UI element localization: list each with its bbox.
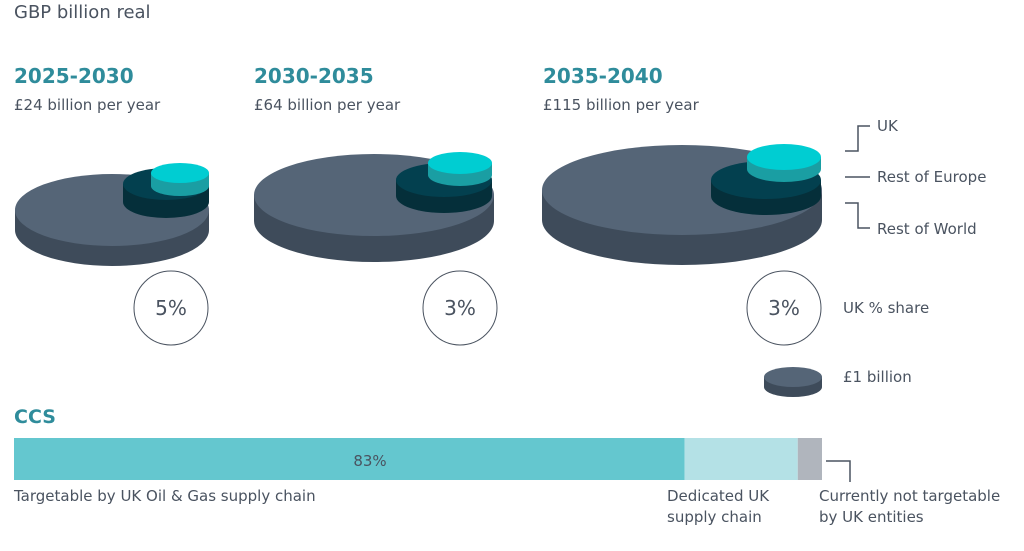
period-amount-3: £115 billion per year — [543, 96, 699, 114]
uk-cylinder-1-top — [151, 163, 209, 183]
ccs-segment-1 — [14, 438, 685, 480]
uk-share-3: 3% — [768, 296, 800, 320]
period-amount-2: £64 billion per year — [254, 96, 401, 114]
period-amount-1: £24 billion per year — [14, 96, 161, 114]
ccs-segment-3 — [797, 438, 822, 480]
legend-coin: £1 billion — [843, 368, 912, 386]
ccs-segment-2 — [684, 438, 798, 480]
unit-label: GBP billion real — [14, 2, 151, 23]
uk-share-1: 5% — [155, 296, 187, 320]
uk-share-circle-3 — [746, 270, 822, 346]
uk-share-circle-2 — [422, 270, 498, 346]
legend-uk-share: UK % share — [843, 299, 930, 317]
uk-cylinder-2-top — [428, 152, 492, 174]
uk-share-circle-1 — [133, 270, 209, 346]
legend-uk: UK — [877, 117, 898, 135]
legend-uk-bracket — [845, 125, 870, 152]
uk-share-2: 3% — [444, 296, 476, 320]
uk-cylinder-3-top — [747, 144, 821, 170]
legend-rest-of-world-bracket — [845, 202, 870, 229]
ccs-label-3: Currently not targetable by UK entities — [819, 487, 1001, 526]
period-label-3: 2035-2040 — [543, 64, 663, 88]
legend-rest-of-europe: Rest of Europe — [877, 168, 987, 186]
ccs-label-1: Targetable by UK Oil & Gas supply chain — [14, 487, 316, 505]
ccs-bracket — [826, 460, 851, 482]
ccs-segment-value-1: 83% — [353, 452, 387, 470]
ccs-label-2: Dedicated UK supply chain — [667, 487, 770, 526]
period-label-1: 2025-2030 — [14, 64, 134, 88]
period-label-2: 2030-2035 — [254, 64, 374, 88]
ccs-title: CCS — [14, 406, 56, 428]
legend-coin-top — [764, 367, 822, 387]
legend-rest-of-world: Rest of World — [877, 220, 977, 238]
